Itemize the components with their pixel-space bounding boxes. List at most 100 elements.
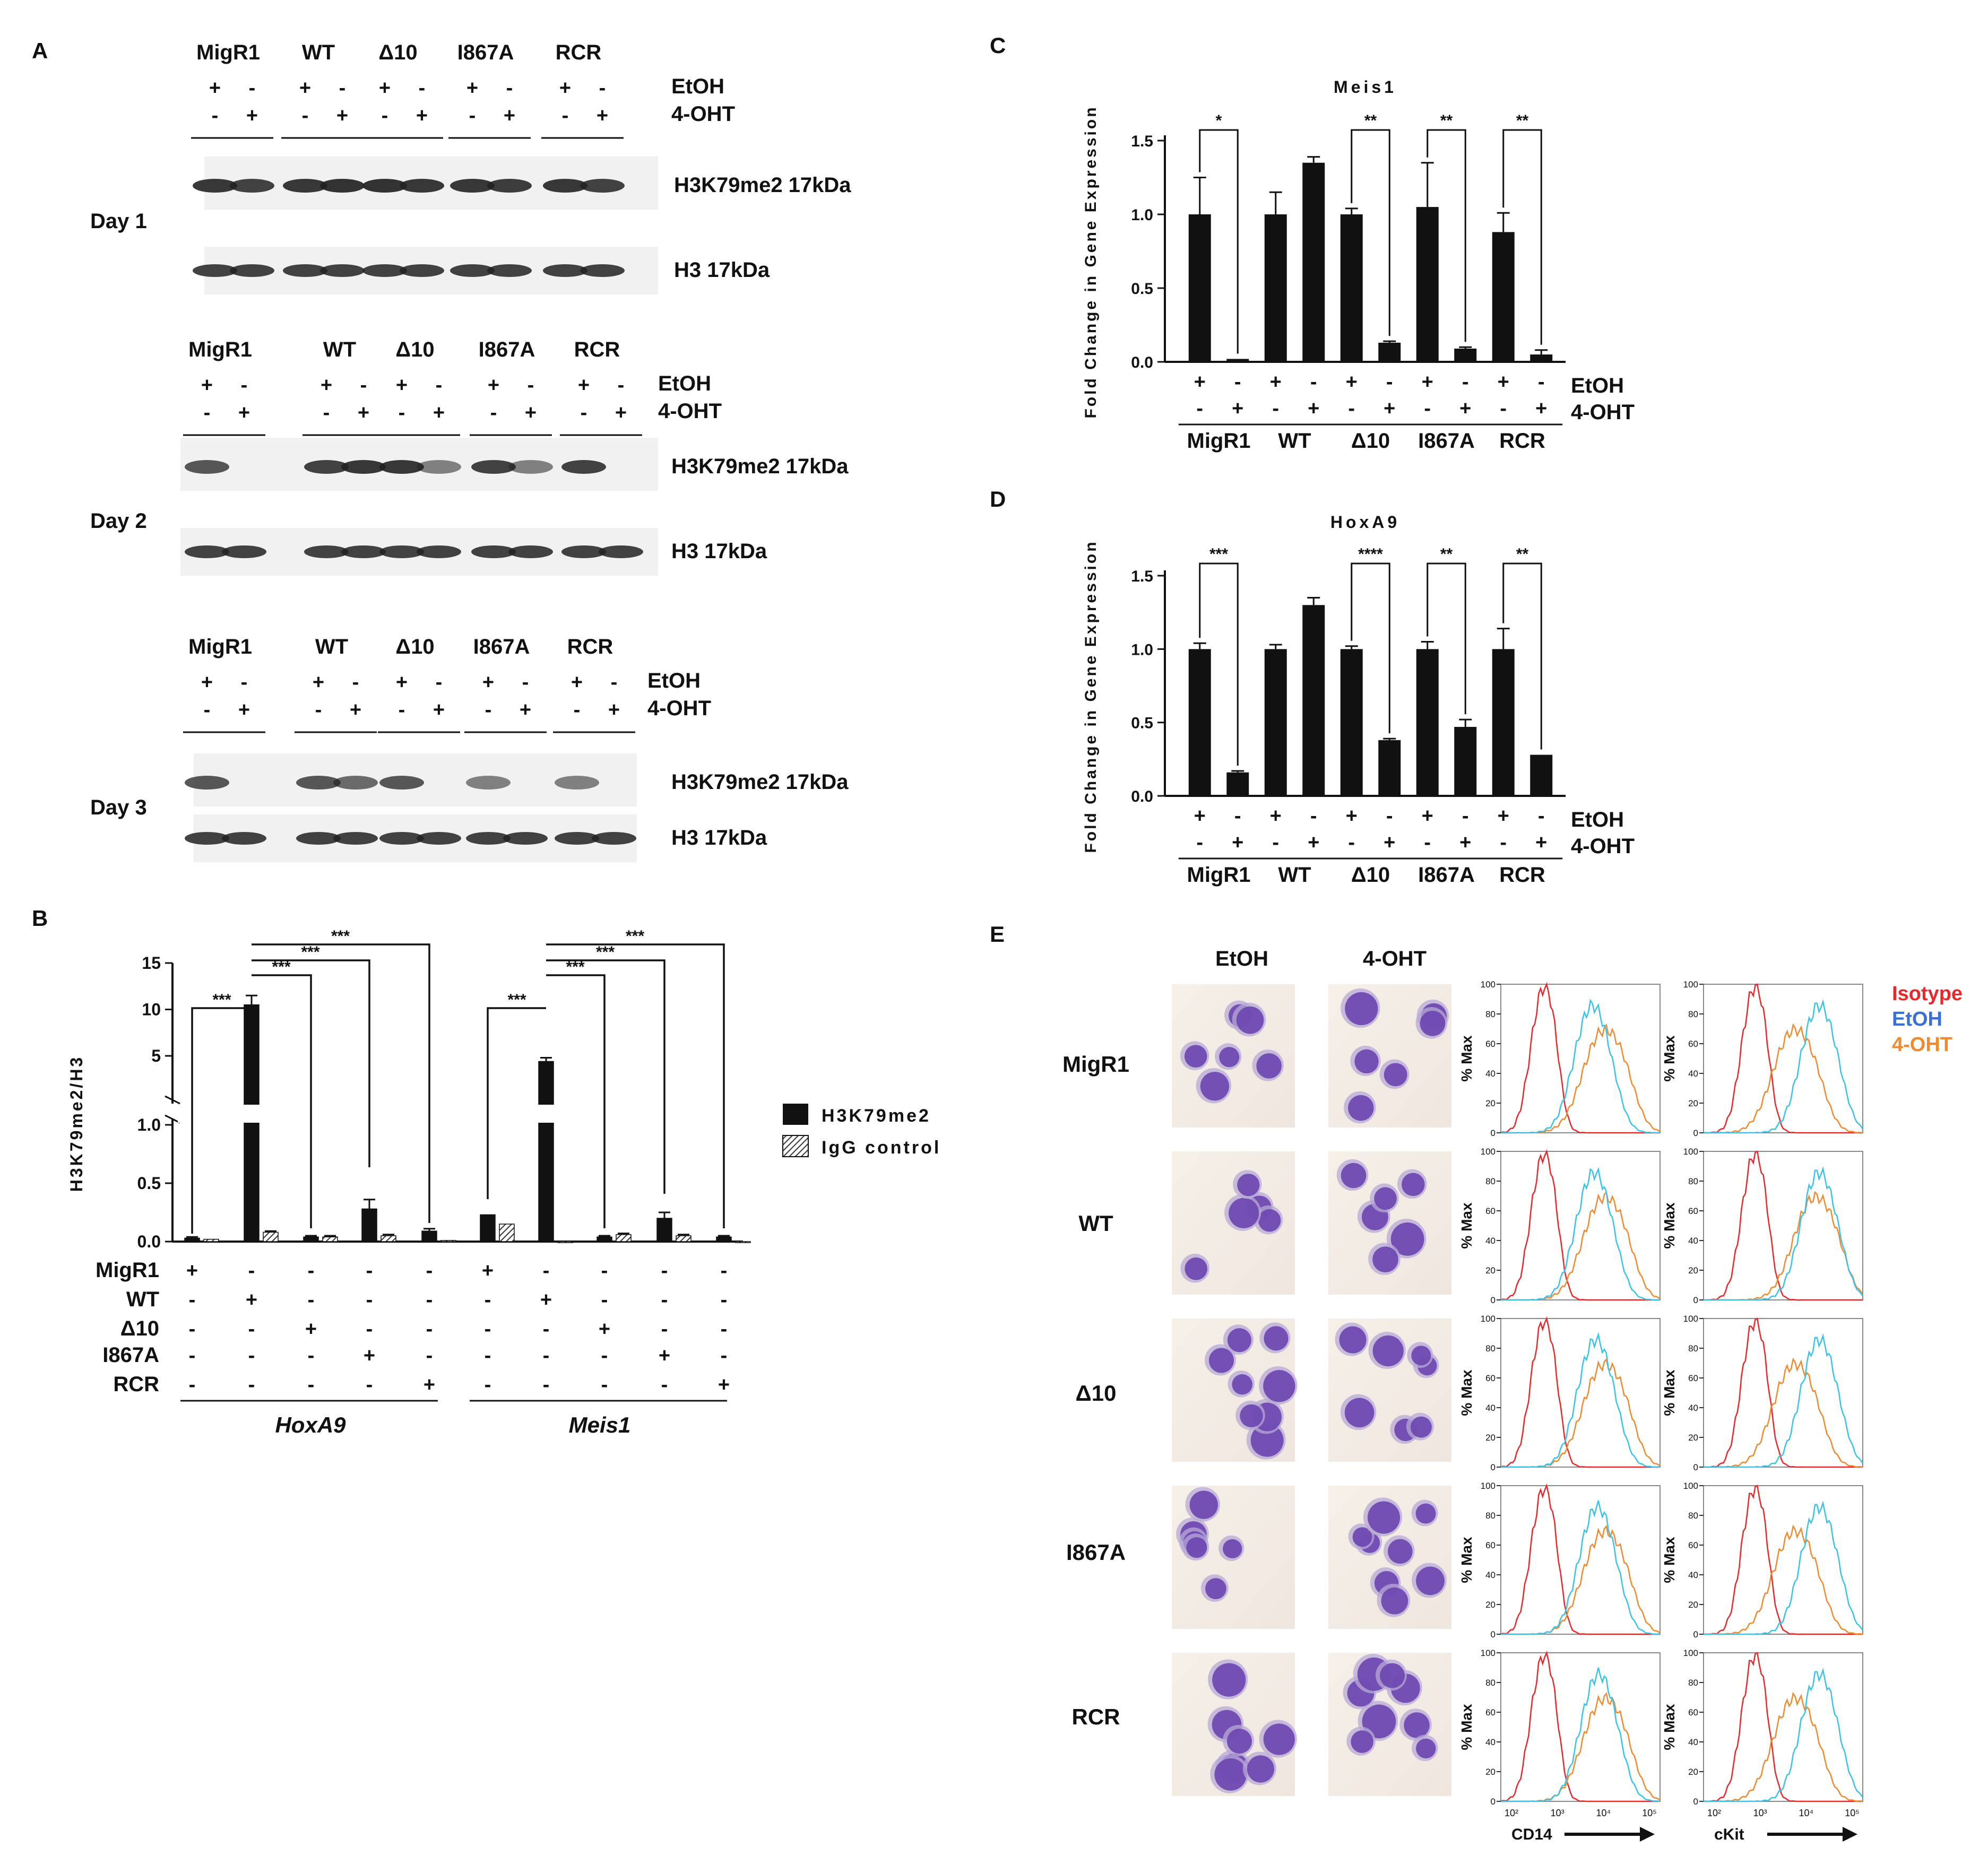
etoh-sign: -	[506, 77, 513, 99]
y-tick-label: 15	[142, 953, 161, 973]
etoh-sign: -	[1386, 805, 1393, 827]
ohdt-sign: +	[1535, 397, 1547, 420]
etoh-sign: -	[241, 374, 248, 396]
y-tick-label: 1.5	[1131, 133, 1153, 150]
legend-swatch	[783, 1104, 808, 1125]
condition-sign: +	[482, 1260, 494, 1282]
y-tick-label: 40	[1688, 1236, 1698, 1246]
ohdt-sign: -	[1196, 831, 1203, 854]
lane-label: Δ10	[395, 635, 434, 658]
ohdt-sign: +	[1232, 397, 1243, 420]
group-label: HoxA9	[275, 1412, 346, 1437]
ohdt-sign: +	[1232, 831, 1243, 854]
day-label: Day 2	[90, 509, 147, 533]
y-tick-label: 100	[1481, 1314, 1496, 1324]
y-tick-label: 0	[1491, 1128, 1496, 1138]
y-tick-label: 1.0	[1131, 206, 1153, 224]
h3-band	[503, 832, 548, 845]
cd14-histogram: 0 20 40 60 80 100 % Max 10² 10³ 10⁴ 10⁵ CD14	[1458, 1648, 1661, 1843]
cell-nucleus	[1208, 1348, 1234, 1373]
y-tick-label: 20	[1688, 1265, 1698, 1276]
h3k79me2-bar	[303, 1236, 319, 1242]
h3k79me2-band	[471, 460, 516, 474]
h3k79me2-band	[487, 179, 532, 193]
cell-nucleus	[1410, 1416, 1432, 1438]
etoh-sign: -	[618, 374, 625, 396]
etoh-sign: +	[1498, 371, 1509, 393]
y-tick-label: 60	[1688, 1039, 1698, 1049]
significance-bracket	[1502, 129, 1542, 345]
pair-label: I867A	[1418, 429, 1475, 453]
condition-sign: -	[308, 1345, 315, 1367]
ohdt-sign: -	[204, 402, 211, 424]
h3-band	[379, 545, 424, 558]
y-tick-label: 0.0	[1131, 788, 1153, 805]
day-label: Day 1	[90, 210, 147, 233]
column-label: 4-OHT	[1363, 947, 1427, 970]
etoh-sign: -	[436, 671, 443, 693]
lane-label: MigR1	[196, 41, 260, 64]
ohdt-sign: +	[1459, 831, 1471, 854]
plot-frame	[1703, 1652, 1863, 1802]
y-tick-label: 80	[1688, 1176, 1698, 1186]
condition-sign: +	[305, 1318, 317, 1340]
ckit-histogram: 0 20 40 60 80 100 % Max	[1661, 1314, 1864, 1472]
bar	[1188, 214, 1211, 362]
ohdt-sign: -	[1424, 831, 1431, 854]
x-axis-label: CD14	[1511, 1826, 1552, 1843]
igg-bar	[322, 1236, 338, 1242]
cytospin-4oht-image	[1328, 1653, 1451, 1796]
cytospin-etoh-image	[1172, 984, 1295, 1128]
etoh-sign: -	[1310, 805, 1317, 827]
etoh-sign: -	[1538, 805, 1545, 827]
etoh-curve	[1501, 1667, 1661, 1802]
h3-band	[466, 832, 511, 845]
ohdt-sign: +	[1384, 831, 1395, 854]
x-axis-label: cKit	[1714, 1826, 1744, 1843]
ohdt-sign: -	[574, 699, 581, 721]
significance-bracket	[1351, 129, 1390, 336]
cell-nucleus	[1247, 1755, 1275, 1783]
y-axis-label: % Max	[1458, 1035, 1475, 1082]
etoh-sign: +	[1194, 371, 1206, 393]
etoh-sign: +	[379, 77, 391, 99]
cytospin-4oht-image	[1328, 984, 1451, 1128]
condition-sign: -	[485, 1345, 491, 1367]
h3-band	[185, 832, 229, 845]
etoh-sign: -	[1234, 805, 1241, 827]
condition-sign: +	[659, 1345, 670, 1367]
x-tick-label: 10⁴	[1799, 1808, 1813, 1818]
y-axis-label: % Max	[1661, 1537, 1678, 1583]
etoh-sign: +	[571, 671, 583, 693]
condition-sign: -	[248, 1374, 255, 1396]
chart-title: Meis1	[1334, 77, 1397, 97]
ohdt-sign: +	[358, 402, 369, 424]
cell-nucleus	[1372, 1246, 1398, 1272]
y-tick-label: 60	[1688, 1707, 1698, 1718]
ohdt-sign: -	[1500, 831, 1507, 854]
h3-band	[555, 832, 599, 845]
h3-band	[487, 264, 532, 277]
etoh-sign: +	[396, 374, 408, 396]
cell-nucleus	[1237, 1174, 1260, 1196]
ohdt-sign: -	[1424, 397, 1431, 420]
y-tick-label: 20	[1688, 1433, 1698, 1443]
ohdt-sign: +	[336, 105, 348, 127]
condition-sign: -	[366, 1289, 373, 1311]
plot-frame	[1500, 1318, 1661, 1468]
h3k79me2-band	[341, 460, 386, 474]
y-tick-label: 40	[1688, 1737, 1698, 1747]
panel-label-d: D	[990, 487, 1006, 511]
y-tick-label: 60	[1688, 1540, 1698, 1550]
bar	[1226, 772, 1249, 796]
lane-label: MigR1	[188, 338, 252, 361]
y-tick-label: 0	[1491, 1629, 1496, 1640]
cell-nucleus	[1226, 1728, 1252, 1754]
cell-nucleus	[1390, 1222, 1424, 1256]
plot-frame	[1500, 1485, 1661, 1635]
h3-band	[417, 545, 461, 558]
etoh-sign: -	[1386, 371, 1393, 393]
isotype-curve	[1703, 1485, 1863, 1635]
h3k79me2-band	[561, 460, 606, 474]
